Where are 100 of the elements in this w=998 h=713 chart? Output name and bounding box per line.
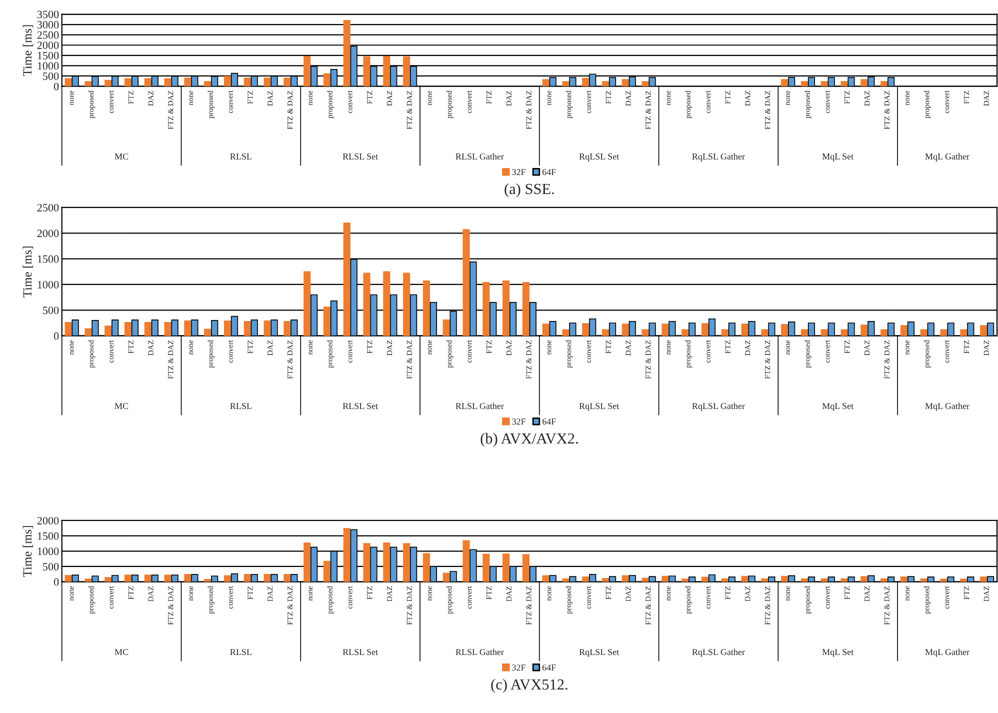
text: MC (114, 153, 128, 160)
bar (960, 578, 968, 582)
y-tick-label: 2000 (37, 516, 59, 524)
y-axis-title: Time [ms] (22, 246, 34, 298)
bar (383, 56, 390, 86)
bar (562, 81, 570, 86)
text: RLSL Set (342, 403, 378, 410)
bar (662, 576, 669, 582)
bar (363, 56, 370, 86)
bar (284, 574, 291, 582)
bar (522, 554, 530, 582)
bar (880, 81, 888, 86)
bar (462, 229, 470, 336)
bar (562, 329, 570, 336)
text: RqLSL Set (579, 153, 620, 162)
bar (204, 328, 212, 336)
bar (363, 543, 370, 582)
bar (164, 322, 172, 336)
y-tick-label: 1500 (38, 532, 59, 540)
bar (244, 321, 251, 336)
bar (741, 324, 748, 336)
bar (224, 320, 232, 336)
bar (781, 79, 788, 86)
bar (482, 282, 490, 336)
bar (164, 78, 172, 86)
text: (b) AVX/AVX2. (480, 432, 578, 447)
legend-label: 64F (542, 169, 556, 176)
bar (642, 578, 649, 582)
bar (721, 329, 728, 336)
bar (403, 543, 410, 582)
y-tick-label: 3500 (37, 10, 59, 18)
text: RqLSL Gather (692, 402, 745, 411)
bar (522, 282, 530, 336)
bar (761, 329, 768, 336)
bar (602, 81, 610, 86)
bar (920, 329, 928, 336)
bar (542, 324, 550, 336)
bar (582, 576, 590, 582)
bar (642, 81, 649, 86)
bar (980, 576, 988, 582)
bar (940, 329, 948, 336)
text: (c) AVX512. (491, 678, 568, 693)
bar (104, 80, 112, 86)
bar (264, 320, 271, 336)
y-tick-label: 0 (54, 82, 59, 90)
text: MqL Gather (925, 402, 970, 411)
bar (860, 79, 868, 86)
bar (602, 329, 610, 336)
y-axis-title: Time [ms] (22, 526, 34, 577)
y-tick-label: 2500 (37, 204, 59, 212)
bar (840, 81, 848, 86)
bar (900, 576, 908, 582)
y-tick-label: 500 (43, 562, 59, 570)
bar (144, 78, 152, 86)
bar (124, 78, 132, 86)
text: MqL Gather (925, 648, 970, 657)
y-tick-label: 2500 (37, 31, 59, 39)
text: RLSL Set (342, 153, 378, 160)
bar (323, 560, 331, 582)
bar (64, 322, 72, 336)
legend-label: 64F (542, 664, 556, 671)
text: MC (114, 649, 128, 656)
y-tick-label: 1000 (38, 62, 59, 70)
legend-label: 32F (512, 169, 526, 176)
bar (124, 322, 132, 336)
y-tick-label: 0 (54, 332, 59, 340)
bar (602, 578, 610, 582)
text: RLSL Set (342, 649, 378, 656)
bar (284, 78, 291, 86)
bar (542, 575, 550, 582)
y-axis-title: Time [ms] (22, 25, 34, 76)
bar (64, 574, 72, 582)
bar (442, 319, 450, 336)
bar (343, 222, 350, 336)
bar (403, 56, 410, 86)
bar (582, 78, 590, 86)
bar (323, 306, 331, 336)
text: RLSL Gather (456, 153, 504, 160)
bar (304, 542, 311, 582)
bar (701, 323, 709, 336)
bar (781, 576, 788, 582)
bar (144, 322, 152, 336)
y-tick-label: 0 (54, 578, 59, 586)
text: RLSL (230, 649, 252, 656)
legend-label: 64F (542, 418, 556, 425)
bar (442, 572, 450, 582)
y-tick-label: 3000 (37, 21, 59, 29)
bar (104, 577, 112, 582)
bar (383, 542, 390, 582)
bar (84, 81, 92, 86)
bar (502, 280, 510, 336)
bar (264, 78, 271, 86)
bar (860, 324, 868, 336)
bar (582, 323, 590, 336)
text: MqL Set (822, 153, 854, 162)
bar (403, 272, 410, 336)
bar (383, 271, 390, 336)
text: RLSL Gather (456, 402, 504, 410)
text: RqLSL Gather (692, 153, 745, 162)
bar (323, 73, 331, 86)
